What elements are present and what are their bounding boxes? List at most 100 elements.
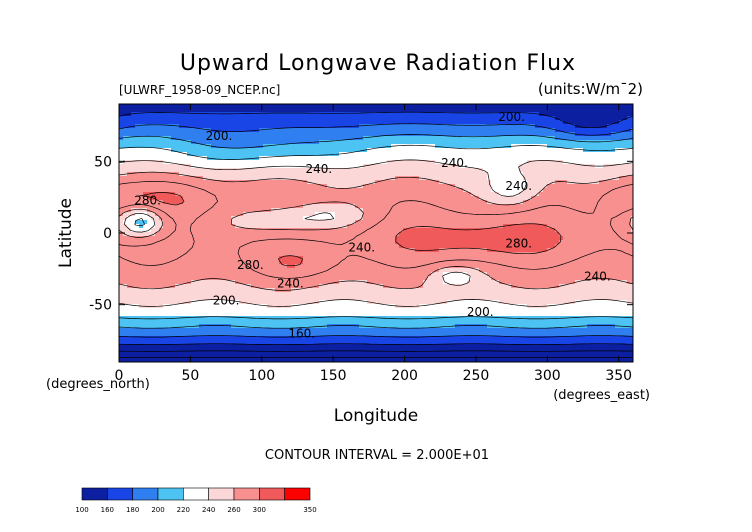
heatmap-cell [323, 248, 328, 253]
heatmap-cell [359, 104, 364, 109]
heatmap-cell [487, 236, 492, 241]
heatmap-cell [119, 188, 124, 193]
heatmap-cell [527, 196, 532, 201]
heatmap-cell [543, 228, 548, 233]
heatmap-cell [571, 224, 576, 229]
heatmap-cell [271, 136, 276, 141]
heatmap-cell [307, 188, 312, 193]
heatmap-cell [243, 176, 248, 181]
heatmap-cell [343, 184, 348, 189]
heatmap-cell [403, 228, 408, 233]
heatmap-cell [463, 160, 468, 165]
heatmap-cell [323, 152, 328, 157]
heatmap-cell [379, 128, 384, 133]
heatmap-cell [407, 160, 412, 165]
heatmap-cell [195, 116, 200, 121]
heatmap-cell [531, 228, 536, 233]
heatmap-cell [155, 112, 160, 117]
heatmap-cell [463, 144, 468, 149]
heatmap-cell [195, 124, 200, 129]
heatmap-cell [163, 104, 168, 109]
heatmap-cell [323, 196, 328, 201]
heatmap-cell [235, 172, 240, 177]
heatmap-cell [515, 208, 520, 213]
heatmap-cell [551, 164, 556, 169]
heatmap-cell [247, 196, 252, 201]
heatmap-cell [487, 172, 492, 177]
heatmap-cell [427, 244, 432, 249]
heatmap-cell [371, 120, 376, 125]
heatmap-cell [311, 152, 316, 157]
heatmap-cell [599, 176, 604, 181]
heatmap-cell [595, 124, 600, 129]
heatmap-cell [575, 180, 580, 185]
heatmap-cell [379, 240, 384, 245]
heatmap-cell [567, 224, 572, 229]
heatmap-cell [203, 220, 208, 225]
heatmap-cell [467, 108, 472, 113]
heatmap-cell [427, 212, 432, 217]
heatmap-cell [371, 116, 376, 121]
heatmap-cell [239, 252, 244, 257]
heatmap-cell [551, 196, 556, 201]
heatmap-cell [147, 196, 152, 201]
heatmap-cell [127, 168, 132, 173]
heatmap-cell [535, 136, 540, 141]
heatmap-cell [531, 120, 536, 125]
heatmap-cell [631, 140, 634, 145]
heatmap-cell [419, 240, 424, 245]
heatmap-cell [219, 240, 224, 245]
heatmap-cell [611, 240, 616, 245]
heatmap-cell [363, 120, 368, 125]
heatmap-cell [267, 176, 272, 181]
heatmap-cell [559, 180, 564, 185]
heatmap-cell [551, 240, 556, 245]
heatmap-cell [171, 208, 176, 213]
heatmap-cell [563, 188, 568, 193]
heatmap-cell [243, 156, 248, 161]
heatmap-cell [471, 144, 476, 149]
heatmap-cell [455, 232, 460, 237]
heatmap-cell [215, 216, 220, 221]
heatmap-cell [207, 128, 212, 133]
heatmap-cell [195, 220, 200, 225]
heatmap-cell [539, 132, 544, 137]
heatmap-cell [599, 220, 604, 225]
heatmap-cell [271, 172, 276, 177]
heatmap-cell [531, 232, 536, 237]
heatmap-cell [239, 256, 244, 261]
heatmap-cell [235, 156, 240, 161]
heatmap-cell [587, 132, 592, 137]
heatmap-cell [311, 184, 316, 189]
heatmap-cell [567, 148, 572, 153]
heatmap-cell [459, 188, 464, 193]
heatmap-cell [455, 132, 460, 137]
heatmap-cell [595, 136, 600, 141]
heatmap-cell [323, 232, 328, 237]
heatmap-cell [191, 228, 196, 233]
heatmap-cell [631, 128, 634, 133]
heatmap-cell [631, 132, 634, 137]
heatmap-cell [523, 164, 528, 169]
heatmap-cell [347, 180, 352, 185]
heatmap-cell [235, 128, 240, 133]
heatmap-cell [523, 136, 528, 141]
heatmap-cell [611, 220, 616, 225]
heatmap-cell [555, 204, 560, 209]
heatmap-cell [355, 156, 360, 161]
heatmap-cell [127, 208, 132, 213]
heatmap-cell [263, 192, 268, 197]
heatmap-cell [291, 140, 296, 145]
heatmap-cell [271, 180, 276, 185]
heatmap-cell [159, 164, 164, 169]
heatmap-cell [211, 184, 216, 189]
heatmap-cell [591, 120, 596, 125]
heatmap-cell [483, 236, 488, 241]
heatmap-cell [143, 136, 148, 141]
heatmap-cell [239, 220, 244, 225]
heatmap-cell [363, 196, 368, 201]
heatmap-cell [571, 108, 576, 113]
heatmap-cell [519, 164, 524, 169]
heatmap-cell [155, 180, 160, 185]
heatmap-cell [491, 236, 496, 241]
